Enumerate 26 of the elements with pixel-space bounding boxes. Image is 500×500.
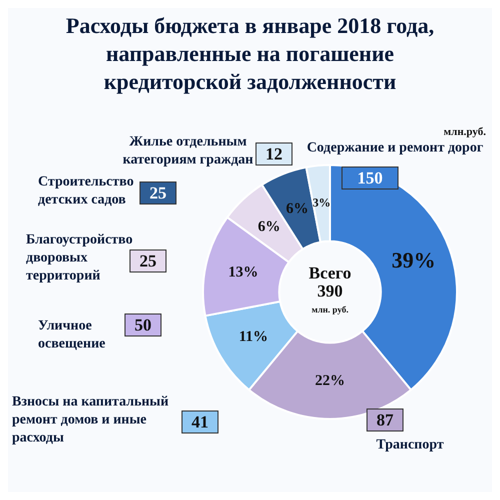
text: Всего xyxy=(308,263,352,282)
slice-label: Содержание и ремонт дорог xyxy=(306,140,484,156)
legend-label: Жилье отдельным категориям граждан xyxy=(122,134,254,168)
legend-label: Уличное освещение xyxy=(38,318,106,352)
text: 50 xyxy=(134,315,152,334)
text: 390 xyxy=(317,281,343,300)
legend-label: Благоустройство дворовых территорий xyxy=(26,232,133,284)
text: млн. руб. xyxy=(312,304,348,314)
data-label: 3% xyxy=(312,196,331,210)
text: 25 xyxy=(150,183,166,202)
data-label: 11% xyxy=(238,329,268,346)
data-label: 39% xyxy=(392,248,436,273)
data-label: 13% xyxy=(228,264,258,280)
text: 150 xyxy=(357,168,383,188)
text: млн.руб. xyxy=(444,126,486,138)
data-label: 6% xyxy=(258,219,280,236)
data-label: 6% xyxy=(286,201,309,218)
text: 25 xyxy=(140,251,156,270)
chart-title: Расходы бюджета в январе 2018 года, направленные на погашение кредиторской задолженности xyxy=(64,12,436,96)
text: 41 xyxy=(192,412,208,432)
data-label: 22% xyxy=(315,372,345,389)
slice-label: Транспорт xyxy=(376,438,444,453)
text: 87 xyxy=(376,410,394,430)
legend-label: Строительство детских садов xyxy=(38,174,134,208)
legend-label: Взносы на капитальный ремонт домов и иные расходы xyxy=(12,394,169,446)
text: 12 xyxy=(266,144,282,164)
